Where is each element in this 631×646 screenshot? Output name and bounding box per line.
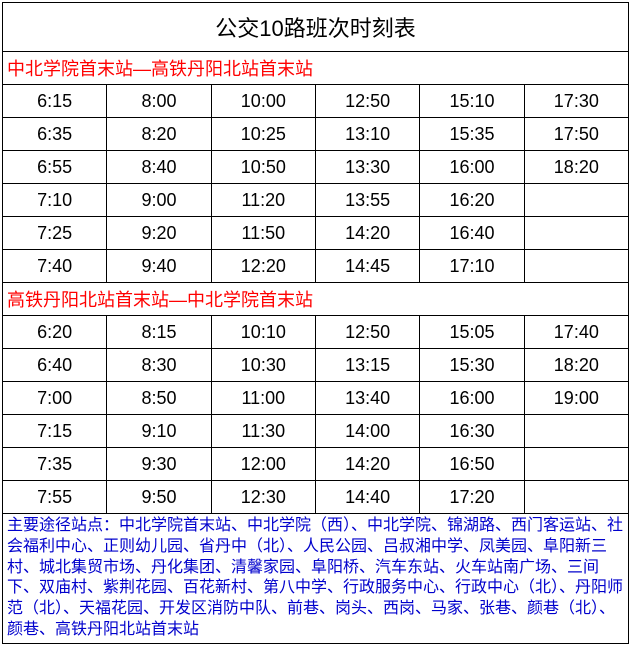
- route2-time-cell: 8:30: [107, 349, 211, 382]
- route1-time-cell: 10:25: [211, 118, 315, 151]
- route1-time-cell: 16:40: [420, 217, 524, 250]
- route2-time-cell: 7:35: [3, 448, 107, 481]
- route1-row: 7:109:0011:2013:5516:20: [3, 184, 629, 217]
- schedule-table: 公交10路班次时刻表 中北学院首末站—高铁丹阳北站首末站 6:158:0010:…: [2, 2, 629, 644]
- route2-header-text: 高铁丹阳北站首末站—中北学院首末站: [7, 290, 313, 310]
- route1-row: 6:358:2010:2513:1015:3517:50: [3, 118, 629, 151]
- title-row: 公交10路班次时刻表: [3, 3, 629, 52]
- route1-time-cell: 10:00: [211, 85, 315, 118]
- route2-header-row: 高铁丹阳北站首末站—中北学院首末站: [3, 283, 629, 316]
- schedule-container: 公交10路班次时刻表 中北学院首末站—高铁丹阳北站首末站 6:158:0010:…: [0, 0, 631, 646]
- route1-time-cell: 8:00: [107, 85, 211, 118]
- route2-time-cell: 14:40: [315, 481, 419, 514]
- route1-time-cell: [524, 184, 628, 217]
- route1-time-cell: 13:55: [315, 184, 419, 217]
- route1-time-cell: 7:25: [3, 217, 107, 250]
- route2-time-cell: 11:00: [211, 382, 315, 415]
- route1-time-cell: 9:00: [107, 184, 211, 217]
- route1-time-cell: 14:45: [315, 250, 419, 283]
- route1-time-cell: 8:40: [107, 151, 211, 184]
- route2-time-cell: 15:05: [420, 316, 524, 349]
- table-title: 公交10路班次时刻表: [3, 3, 629, 52]
- route2-row: 6:208:1510:1012:5015:0517:40: [3, 316, 629, 349]
- route1-time-cell: 13:10: [315, 118, 419, 151]
- route2-row: 7:159:1011:3014:0016:30: [3, 415, 629, 448]
- route2-time-cell: 9:30: [107, 448, 211, 481]
- route2-time-cell: 10:10: [211, 316, 315, 349]
- route1-time-cell: [524, 250, 628, 283]
- route2-time-cell: 11:30: [211, 415, 315, 448]
- route1-time-cell: 10:50: [211, 151, 315, 184]
- route1-time-cell: 11:20: [211, 184, 315, 217]
- route2-time-cell: 14:20: [315, 448, 419, 481]
- route2-time-cell: 16:50: [420, 448, 524, 481]
- route1-row: 7:259:2011:5014:2016:40: [3, 217, 629, 250]
- route2-row: 6:408:3010:3013:1515:3018:20: [3, 349, 629, 382]
- route1-time-cell: 8:20: [107, 118, 211, 151]
- route2-time-cell: 12:30: [211, 481, 315, 514]
- route2-time-cell: [524, 448, 628, 481]
- route2-time-cell: 18:20: [524, 349, 628, 382]
- route1-time-cell: 15:10: [420, 85, 524, 118]
- route2-time-cell: 6:20: [3, 316, 107, 349]
- route2-time-cell: 12:50: [315, 316, 419, 349]
- route1-time-cell: 17:50: [524, 118, 628, 151]
- route1-time-cell: 11:50: [211, 217, 315, 250]
- route2-row: 7:008:5011:0013:4016:0019:00: [3, 382, 629, 415]
- route2-row: 7:359:3012:0014:2016:50: [3, 448, 629, 481]
- route1-time-cell: 12:20: [211, 250, 315, 283]
- route2-time-cell: 7:00: [3, 382, 107, 415]
- route2-time-cell: 16:00: [420, 382, 524, 415]
- route1-time-cell: 12:50: [315, 85, 419, 118]
- footer-row: 主要途径站点：中北学院首末站、中北学院（西）、中北学院、锦湖路、西门客运站、社会…: [3, 514, 629, 644]
- route2-time-cell: 14:00: [315, 415, 419, 448]
- route1-time-cell: 6:35: [3, 118, 107, 151]
- route1-row: 6:158:0010:0012:5015:1017:30: [3, 85, 629, 118]
- route2-time-cell: 8:15: [107, 316, 211, 349]
- route2-time-cell: 12:00: [211, 448, 315, 481]
- route2-time-cell: 13:15: [315, 349, 419, 382]
- route2-time-cell: 9:10: [107, 415, 211, 448]
- route1-time-cell: 6:15: [3, 85, 107, 118]
- route1-time-cell: 15:35: [420, 118, 524, 151]
- route2-time-cell: 9:50: [107, 481, 211, 514]
- route2-time-cell: 16:30: [420, 415, 524, 448]
- route1-header-row: 中北学院首末站—高铁丹阳北站首末站: [3, 52, 629, 85]
- route1-row: 7:409:4012:2014:4517:10: [3, 250, 629, 283]
- route2-time-cell: 17:40: [524, 316, 628, 349]
- route2-time-cell: 8:50: [107, 382, 211, 415]
- route1-time-cell: 7:10: [3, 184, 107, 217]
- route1-time-cell: 13:30: [315, 151, 419, 184]
- route1-header: 中北学院首末站—高铁丹阳北站首末站: [3, 52, 629, 85]
- route1-time-cell: 6:55: [3, 151, 107, 184]
- route1-header-text: 中北学院首末站—高铁丹阳北站首末站: [7, 59, 313, 79]
- route1-time-cell: 9:20: [107, 217, 211, 250]
- footer-text: 主要途径站点：中北学院首末站、中北学院（西）、中北学院、锦湖路、西门客运站、社会…: [3, 514, 629, 644]
- route1-time-cell: 7:40: [3, 250, 107, 283]
- route2-time-cell: 6:40: [3, 349, 107, 382]
- route1-time-cell: [524, 217, 628, 250]
- route2-time-cell: [524, 481, 628, 514]
- route2-time-cell: 13:40: [315, 382, 419, 415]
- route1-row: 6:558:4010:5013:3016:0018:20: [3, 151, 629, 184]
- route1-time-cell: 16:20: [420, 184, 524, 217]
- route2-row: 7:559:5012:3014:4017:20: [3, 481, 629, 514]
- route1-time-cell: 14:20: [315, 217, 419, 250]
- route1-time-cell: 18:20: [524, 151, 628, 184]
- route2-header: 高铁丹阳北站首末站—中北学院首末站: [3, 283, 629, 316]
- route2-time-cell: [524, 415, 628, 448]
- route1-time-cell: 17:10: [420, 250, 524, 283]
- route2-time-cell: 19:00: [524, 382, 628, 415]
- route2-time-cell: 10:30: [211, 349, 315, 382]
- route2-time-cell: 7:15: [3, 415, 107, 448]
- route1-time-cell: 17:30: [524, 85, 628, 118]
- route2-time-cell: 15:30: [420, 349, 524, 382]
- route2-time-cell: 7:55: [3, 481, 107, 514]
- route1-time-cell: 9:40: [107, 250, 211, 283]
- route1-time-cell: 16:00: [420, 151, 524, 184]
- route2-time-cell: 17:20: [420, 481, 524, 514]
